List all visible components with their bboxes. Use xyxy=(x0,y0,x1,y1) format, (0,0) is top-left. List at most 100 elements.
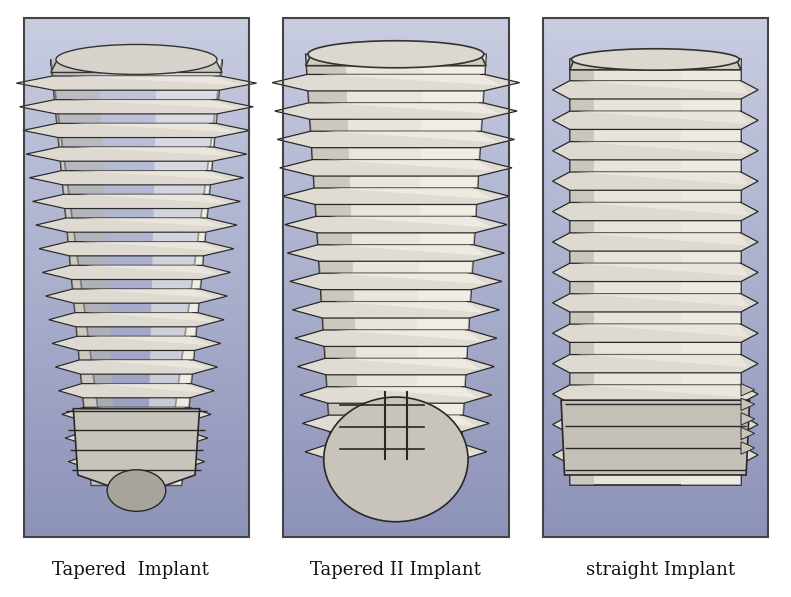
Bar xyxy=(543,321,768,330)
Bar xyxy=(543,425,768,433)
Polygon shape xyxy=(55,360,218,374)
Bar xyxy=(24,295,249,303)
Bar xyxy=(283,174,509,183)
Bar xyxy=(283,61,509,70)
Bar xyxy=(543,416,768,425)
Polygon shape xyxy=(87,313,214,322)
Polygon shape xyxy=(327,188,494,199)
Bar xyxy=(543,252,768,260)
Bar xyxy=(283,303,509,312)
Polygon shape xyxy=(51,60,116,485)
Bar xyxy=(543,217,768,226)
Polygon shape xyxy=(577,81,747,94)
Polygon shape xyxy=(73,124,237,133)
Polygon shape xyxy=(65,431,208,445)
Bar xyxy=(283,226,509,235)
Polygon shape xyxy=(336,358,480,370)
Bar xyxy=(283,35,509,44)
Polygon shape xyxy=(570,60,741,70)
Bar xyxy=(543,131,768,139)
Polygon shape xyxy=(326,159,495,171)
Polygon shape xyxy=(577,294,747,306)
Bar xyxy=(283,78,509,87)
Polygon shape xyxy=(741,383,755,396)
Bar xyxy=(24,226,249,235)
Bar xyxy=(543,468,768,476)
Bar xyxy=(543,269,768,278)
Bar xyxy=(283,321,509,330)
Bar xyxy=(24,381,249,390)
Polygon shape xyxy=(81,242,222,251)
Bar xyxy=(283,425,509,433)
Bar xyxy=(283,87,509,96)
Bar xyxy=(543,104,768,113)
Bar xyxy=(24,235,249,243)
Bar xyxy=(24,511,249,520)
Bar xyxy=(283,44,509,53)
Bar xyxy=(543,165,768,174)
Bar xyxy=(283,503,509,511)
Bar xyxy=(283,243,509,252)
Bar xyxy=(543,278,768,287)
Polygon shape xyxy=(570,60,594,485)
Bar xyxy=(543,355,768,364)
Polygon shape xyxy=(553,233,758,251)
Bar xyxy=(283,199,509,208)
Bar xyxy=(283,70,509,78)
Bar xyxy=(283,433,509,442)
Bar xyxy=(283,347,509,356)
Bar xyxy=(24,468,249,476)
Bar xyxy=(283,217,509,226)
Bar xyxy=(24,139,249,147)
Polygon shape xyxy=(577,324,747,337)
Bar xyxy=(543,399,768,407)
Bar xyxy=(24,425,249,433)
Polygon shape xyxy=(305,444,486,460)
Polygon shape xyxy=(553,263,758,282)
Polygon shape xyxy=(78,195,228,204)
Polygon shape xyxy=(577,233,747,245)
Bar xyxy=(24,252,249,260)
Polygon shape xyxy=(414,54,486,480)
Ellipse shape xyxy=(308,41,484,68)
Bar xyxy=(283,208,509,217)
Polygon shape xyxy=(147,60,222,485)
Bar xyxy=(24,18,249,537)
Bar xyxy=(283,18,509,26)
Bar xyxy=(543,511,768,520)
Polygon shape xyxy=(741,398,755,411)
Bar xyxy=(24,416,249,425)
Polygon shape xyxy=(62,407,211,421)
Bar xyxy=(24,70,249,78)
Polygon shape xyxy=(338,387,478,398)
Bar xyxy=(24,451,249,460)
Bar xyxy=(543,442,768,451)
Bar xyxy=(543,373,768,381)
Bar xyxy=(283,520,509,529)
Text: straight Implant: straight Implant xyxy=(586,561,735,579)
Bar xyxy=(283,269,509,278)
Bar xyxy=(283,113,509,122)
Bar xyxy=(543,381,768,390)
Bar xyxy=(543,295,768,303)
Bar xyxy=(24,338,249,347)
Bar xyxy=(543,520,768,529)
Polygon shape xyxy=(287,245,505,261)
Polygon shape xyxy=(32,195,240,208)
Polygon shape xyxy=(332,273,486,284)
Bar xyxy=(24,269,249,278)
Bar xyxy=(543,347,768,356)
Polygon shape xyxy=(94,407,202,417)
Bar xyxy=(543,390,768,399)
Polygon shape xyxy=(17,76,256,90)
Polygon shape xyxy=(553,294,758,312)
Bar xyxy=(543,53,768,61)
Polygon shape xyxy=(741,413,755,425)
Polygon shape xyxy=(295,330,497,346)
Bar xyxy=(24,165,249,174)
Bar xyxy=(283,165,509,174)
Bar xyxy=(283,139,509,147)
Bar xyxy=(24,433,249,442)
Bar xyxy=(543,226,768,235)
Bar xyxy=(543,494,768,503)
